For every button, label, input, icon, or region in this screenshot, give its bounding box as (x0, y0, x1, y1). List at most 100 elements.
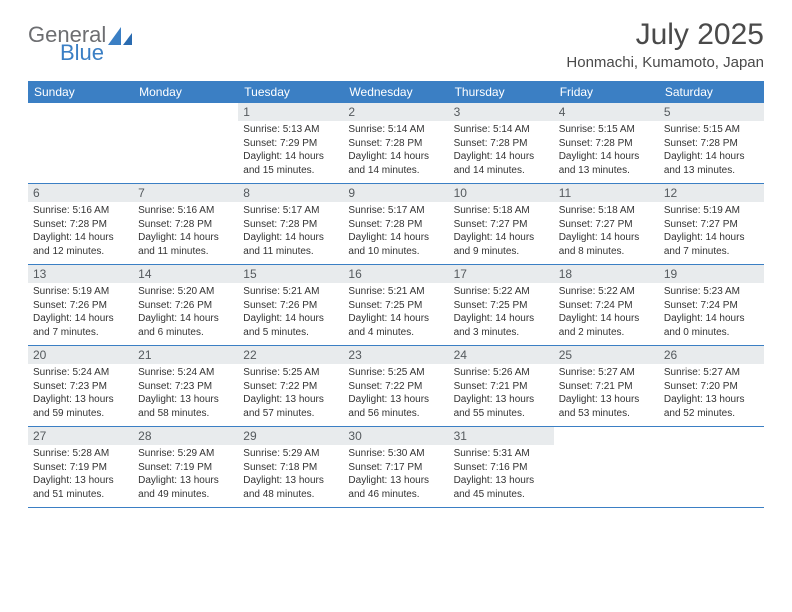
sunrise-text: Sunrise: 5:22 AM (559, 285, 654, 299)
sunset-text: Sunset: 7:24 PM (559, 299, 654, 313)
sunrise-text: Sunrise: 5:18 AM (559, 204, 654, 218)
header-right: July 2025 Honmachi, Kumamoto, Japan (566, 18, 764, 71)
day-number: 5 (659, 103, 764, 121)
day-details: Sunrise: 5:19 AMSunset: 7:26 PMDaylight:… (28, 283, 133, 345)
daylight-text-1: Daylight: 13 hours (33, 393, 128, 407)
daylight-text-2: and 56 minutes. (348, 407, 443, 421)
sunset-text: Sunset: 7:25 PM (348, 299, 443, 313)
daylight-text-2: and 6 minutes. (138, 326, 233, 340)
daylight-text-1: Daylight: 14 hours (243, 231, 338, 245)
sunrise-text: Sunrise: 5:22 AM (454, 285, 549, 299)
day-details: Sunrise: 5:25 AMSunset: 7:22 PMDaylight:… (238, 364, 343, 426)
sunset-text: Sunset: 7:22 PM (243, 380, 338, 394)
sunrise-text: Sunrise: 5:27 AM (559, 366, 654, 380)
sunset-text: Sunset: 7:20 PM (664, 380, 759, 394)
day-cell: 14Sunrise: 5:20 AMSunset: 7:26 PMDayligh… (133, 265, 238, 346)
day-number: 13 (28, 265, 133, 283)
sunrise-text: Sunrise: 5:26 AM (454, 366, 549, 380)
weekday-header-row: SundayMondayTuesdayWednesdayThursdayFrid… (28, 81, 764, 103)
day-cell: . (133, 103, 238, 184)
weekday-header: Monday (133, 81, 238, 103)
daylight-text-2: and 55 minutes. (454, 407, 549, 421)
sunrise-text: Sunrise: 5:14 AM (348, 123, 443, 137)
day-cell: 30Sunrise: 5:30 AMSunset: 7:17 PMDayligh… (343, 427, 448, 508)
daylight-text-1: Daylight: 14 hours (664, 150, 759, 164)
sunset-text: Sunset: 7:19 PM (33, 461, 128, 475)
daylight-text-2: and 15 minutes. (243, 164, 338, 178)
day-details: Sunrise: 5:17 AMSunset: 7:28 PMDaylight:… (238, 202, 343, 264)
day-details: Sunrise: 5:21 AMSunset: 7:26 PMDaylight:… (238, 283, 343, 345)
sunset-text: Sunset: 7:19 PM (138, 461, 233, 475)
daylight-text-1: Daylight: 13 hours (348, 474, 443, 488)
logo-sail-icon (108, 27, 134, 49)
daylight-text-2: and 59 minutes. (33, 407, 128, 421)
day-number: 22 (238, 346, 343, 364)
sunrise-text: Sunrise: 5:23 AM (664, 285, 759, 299)
day-cell: 11Sunrise: 5:18 AMSunset: 7:27 PMDayligh… (554, 184, 659, 265)
daylight-text-1: Daylight: 14 hours (348, 231, 443, 245)
daylight-text-2: and 51 minutes. (33, 488, 128, 502)
weekday-header: Friday (554, 81, 659, 103)
day-number: 21 (133, 346, 238, 364)
day-number: 19 (659, 265, 764, 283)
sunset-text: Sunset: 7:28 PM (243, 218, 338, 232)
daylight-text-2: and 11 minutes. (138, 245, 233, 259)
sunset-text: Sunset: 7:28 PM (348, 137, 443, 151)
day-details: Sunrise: 5:30 AMSunset: 7:17 PMDaylight:… (343, 445, 448, 507)
sunrise-text: Sunrise: 5:24 AM (33, 366, 128, 380)
sunrise-text: Sunrise: 5:29 AM (138, 447, 233, 461)
page-title: July 2025 (566, 18, 764, 52)
day-details: Sunrise: 5:22 AMSunset: 7:24 PMDaylight:… (554, 283, 659, 345)
daylight-text-1: Daylight: 14 hours (664, 312, 759, 326)
day-cell: 23Sunrise: 5:25 AMSunset: 7:22 PMDayligh… (343, 346, 448, 427)
day-cell: . (659, 427, 764, 508)
sunrise-text: Sunrise: 5:19 AM (664, 204, 759, 218)
day-cell: 19 Sunrise: 5:23 AMSunset: 7:24 PMDayligh… (659, 265, 764, 346)
sunrise-text: Sunrise: 5:25 AM (348, 366, 443, 380)
logo-text-line2: Blue (60, 42, 106, 64)
daylight-text-1: Daylight: 13 hours (138, 474, 233, 488)
daylight-text-2: and 7 minutes. (33, 326, 128, 340)
weekday-header: Thursday (449, 81, 554, 103)
sunset-text: Sunset: 7:28 PM (138, 218, 233, 232)
daylight-text-1: Daylight: 14 hours (138, 312, 233, 326)
day-number: 10 (449, 184, 554, 202)
day-number: 30 (343, 427, 448, 445)
daylight-text-2: and 12 minutes. (33, 245, 128, 259)
day-cell: 25Sunrise: 5:27 AMSunset: 7:21 PMDayligh… (554, 346, 659, 427)
day-cell: 15Sunrise: 5:21 AMSunset: 7:26 PMDayligh… (238, 265, 343, 346)
sunset-text: Sunset: 7:27 PM (454, 218, 549, 232)
sunset-text: Sunset: 7:27 PM (559, 218, 654, 232)
daylight-text-1: Daylight: 14 hours (243, 150, 338, 164)
daylight-text-1: Daylight: 14 hours (138, 231, 233, 245)
day-details: Sunrise: 5:13 AMSunset: 7:29 PMDaylight:… (238, 121, 343, 183)
day-cell: . (28, 103, 133, 184)
daylight-text-1: Daylight: 13 hours (243, 393, 338, 407)
day-cell: 27Sunrise: 5:28 AMSunset: 7:19 PMDayligh… (28, 427, 133, 508)
day-details: Sunrise: 5:24 AMSunset: 7:23 PMDaylight:… (133, 364, 238, 426)
daylight-text-2: and 4 minutes. (348, 326, 443, 340)
sunrise-text: Sunrise: 5:14 AM (454, 123, 549, 137)
daylight-text-1: Daylight: 13 hours (33, 474, 128, 488)
sunrise-text: Sunrise: 5:15 AM (664, 123, 759, 137)
daylight-text-2: and 2 minutes. (559, 326, 654, 340)
daylight-text-1: Daylight: 14 hours (454, 312, 549, 326)
day-number: 25 (554, 346, 659, 364)
day-cell: 28 Sunrise: 5:29 AMSunset: 7:19 PMDayligh… (133, 427, 238, 508)
day-cell: . (554, 427, 659, 508)
day-number: 28 (133, 427, 238, 445)
daylight-text-2: and 0 minutes. (664, 326, 759, 340)
day-details: Sunrise: 5:19 AMSunset: 7:27 PMDaylight:… (659, 202, 764, 264)
day-cell: 16Sunrise: 5:21 AMSunset: 7:25 PMDayligh… (343, 265, 448, 346)
sunset-text: Sunset: 7:21 PM (559, 380, 654, 394)
daylight-text-2: and 7 minutes. (664, 245, 759, 259)
sunset-text: Sunset: 7:25 PM (454, 299, 549, 313)
sunrise-text: Sunrise: 5:30 AM (348, 447, 443, 461)
sunset-text: Sunset: 7:24 PM (664, 299, 759, 313)
daylight-text-1: Daylight: 14 hours (559, 150, 654, 164)
day-cell: 8Sunrise: 5:17 AMSunset: 7:28 PMDaylight… (238, 184, 343, 265)
day-cell: 5Sunrise: 5:15 AMSunset: 7:28 PMDaylight… (659, 103, 764, 184)
day-details: Sunrise: 5:16 AMSunset: 7:28 PMDaylight:… (28, 202, 133, 264)
week-row: 20Sunrise: 5:24 AMSunset: 7:23 PMDayligh… (28, 346, 764, 427)
daylight-text-1: Daylight: 14 hours (559, 231, 654, 245)
